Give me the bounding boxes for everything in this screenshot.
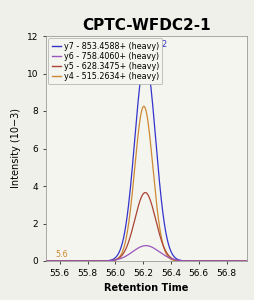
- X-axis label: Retention Time: Retention Time: [104, 283, 188, 293]
- Text: 56.2: 56.2: [147, 40, 167, 56]
- Y-axis label: Intensity (10−3): Intensity (10−3): [11, 109, 21, 188]
- Text: 5.6: 5.6: [55, 250, 67, 259]
- Title: CPTC-WFDC2-1: CPTC-WFDC2-1: [82, 18, 210, 33]
- Legend: y7 - 853.4588+ (heavy), y6 - 758.4060+ (heavy), y5 - 628.3475+ (heavy), y4 - 515: y7 - 853.4588+ (heavy), y6 - 758.4060+ (…: [48, 38, 162, 85]
